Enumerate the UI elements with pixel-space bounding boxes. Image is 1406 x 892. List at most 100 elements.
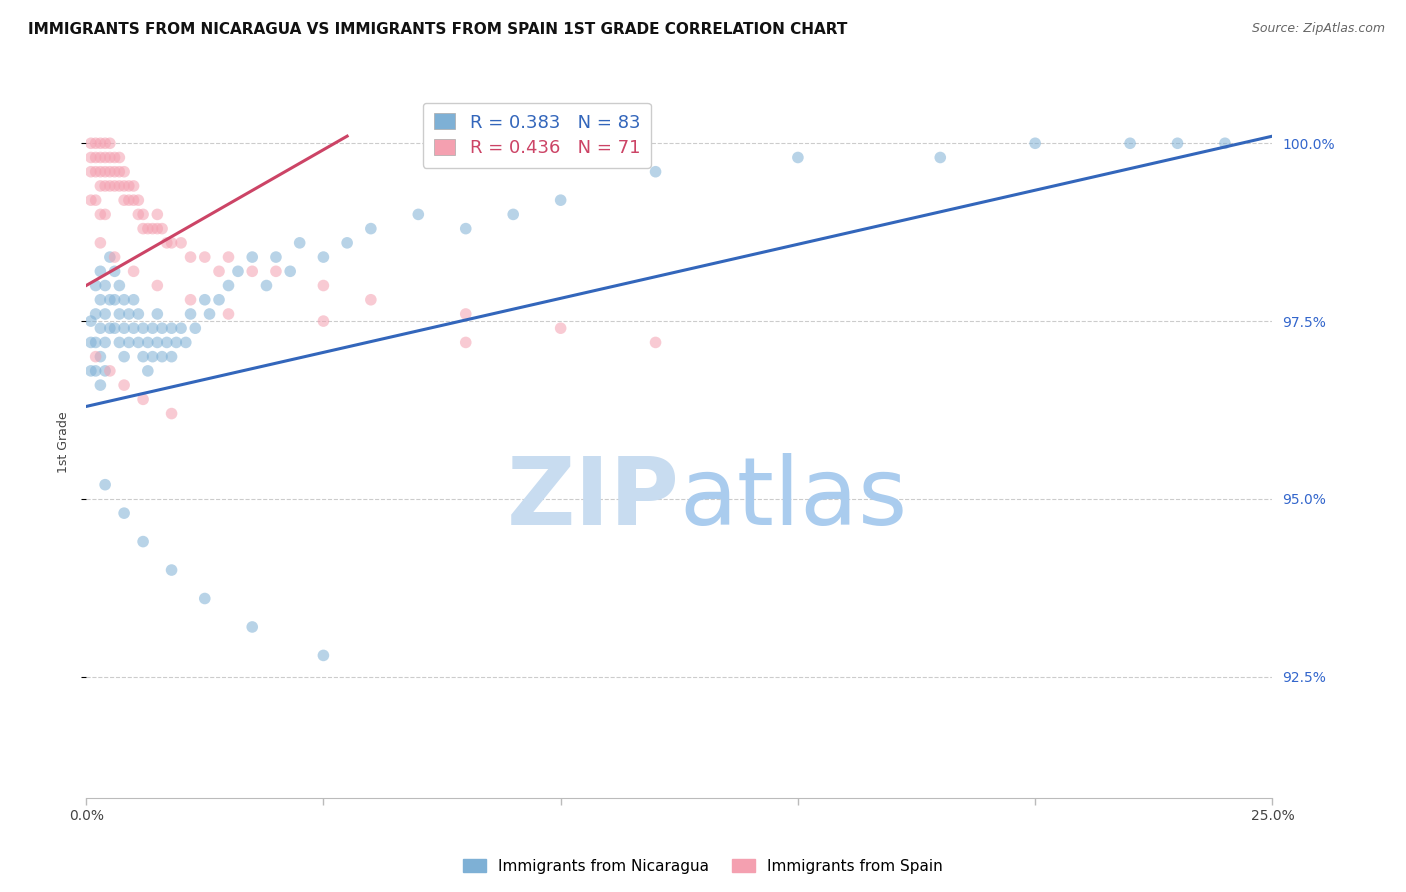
Point: [122, 264, 145, 278]
Point: [160, 407, 183, 421]
Point: [89, 378, 111, 392]
Point: [89, 136, 111, 151]
Point: [256, 278, 278, 293]
Point: [98, 250, 121, 264]
Point: [112, 350, 135, 364]
Point: [146, 278, 169, 293]
Point: [104, 151, 127, 165]
Point: [89, 350, 111, 364]
Point: [208, 293, 231, 307]
Point: [160, 235, 183, 250]
Point: [94, 335, 117, 350]
Point: [80, 314, 103, 328]
Point: [198, 307, 221, 321]
Point: [84, 335, 107, 350]
Point: [160, 321, 183, 335]
Point: [278, 264, 301, 278]
Point: [644, 165, 666, 179]
Legend: R = 0.383   N = 83, R = 0.436   N = 71: R = 0.383 N = 83, R = 0.436 N = 71: [423, 103, 651, 168]
Point: [98, 165, 121, 179]
Point: [80, 193, 103, 207]
Point: [98, 136, 121, 151]
Point: [104, 250, 127, 264]
Point: [122, 321, 145, 335]
Point: [1166, 136, 1188, 151]
Point: [132, 207, 155, 221]
Point: [150, 321, 173, 335]
Point: [98, 151, 121, 165]
Point: [165, 335, 187, 350]
Point: [142, 321, 165, 335]
Point: [132, 392, 155, 407]
Point: [89, 165, 111, 179]
Point: [170, 321, 193, 335]
Point: [502, 207, 524, 221]
Point: [127, 193, 149, 207]
Point: [94, 207, 117, 221]
Point: [146, 221, 169, 235]
Point: [108, 165, 131, 179]
Point: [112, 165, 135, 179]
Point: [108, 151, 131, 165]
Point: [80, 165, 103, 179]
Text: Source: ZipAtlas.com: Source: ZipAtlas.com: [1251, 22, 1385, 36]
Point: [84, 136, 107, 151]
Point: [1024, 136, 1046, 151]
Point: [118, 178, 141, 193]
Point: [170, 235, 193, 250]
Text: IMMIGRANTS FROM NICARAGUA VS IMMIGRANTS FROM SPAIN 1ST GRADE CORRELATION CHART: IMMIGRANTS FROM NICARAGUA VS IMMIGRANTS …: [28, 22, 848, 37]
Point: [94, 151, 117, 165]
Point: [108, 178, 131, 193]
Point: [454, 307, 477, 321]
Point: [132, 534, 155, 549]
Point: [104, 165, 127, 179]
Point: [180, 307, 202, 321]
Point: [94, 307, 117, 321]
Point: [89, 178, 111, 193]
Point: [104, 264, 127, 278]
Point: [150, 221, 173, 235]
Point: [184, 321, 207, 335]
Legend: Immigrants from Nicaragua, Immigrants from Spain: Immigrants from Nicaragua, Immigrants fr…: [457, 853, 949, 880]
Point: [312, 314, 335, 328]
Point: [127, 307, 149, 321]
Point: [80, 364, 103, 378]
Point: [174, 335, 197, 350]
Point: [142, 221, 165, 235]
Point: [264, 250, 287, 264]
Point: [108, 307, 131, 321]
Point: [180, 250, 202, 264]
Point: [132, 321, 155, 335]
Point: [98, 364, 121, 378]
Point: [112, 293, 135, 307]
Point: [80, 151, 103, 165]
Point: [240, 264, 263, 278]
Point: [156, 335, 179, 350]
Point: [84, 278, 107, 293]
Point: [98, 293, 121, 307]
Point: [112, 321, 135, 335]
Point: [146, 335, 169, 350]
Point: [84, 307, 107, 321]
Point: [89, 235, 111, 250]
Point: [1119, 136, 1142, 151]
Point: [84, 350, 107, 364]
Point: [132, 350, 155, 364]
Point: [644, 335, 666, 350]
Point: [94, 278, 117, 293]
Text: atlas: atlas: [679, 453, 907, 545]
Point: [929, 151, 952, 165]
Point: [787, 151, 810, 165]
Point: [360, 293, 382, 307]
Point: [550, 321, 572, 335]
Point: [84, 364, 107, 378]
Point: [160, 350, 183, 364]
Point: [360, 221, 382, 235]
Point: [104, 293, 127, 307]
Point: [122, 178, 145, 193]
Point: [112, 378, 135, 392]
Point: [80, 335, 103, 350]
Point: [312, 278, 335, 293]
Point: [89, 207, 111, 221]
Point: [156, 235, 179, 250]
